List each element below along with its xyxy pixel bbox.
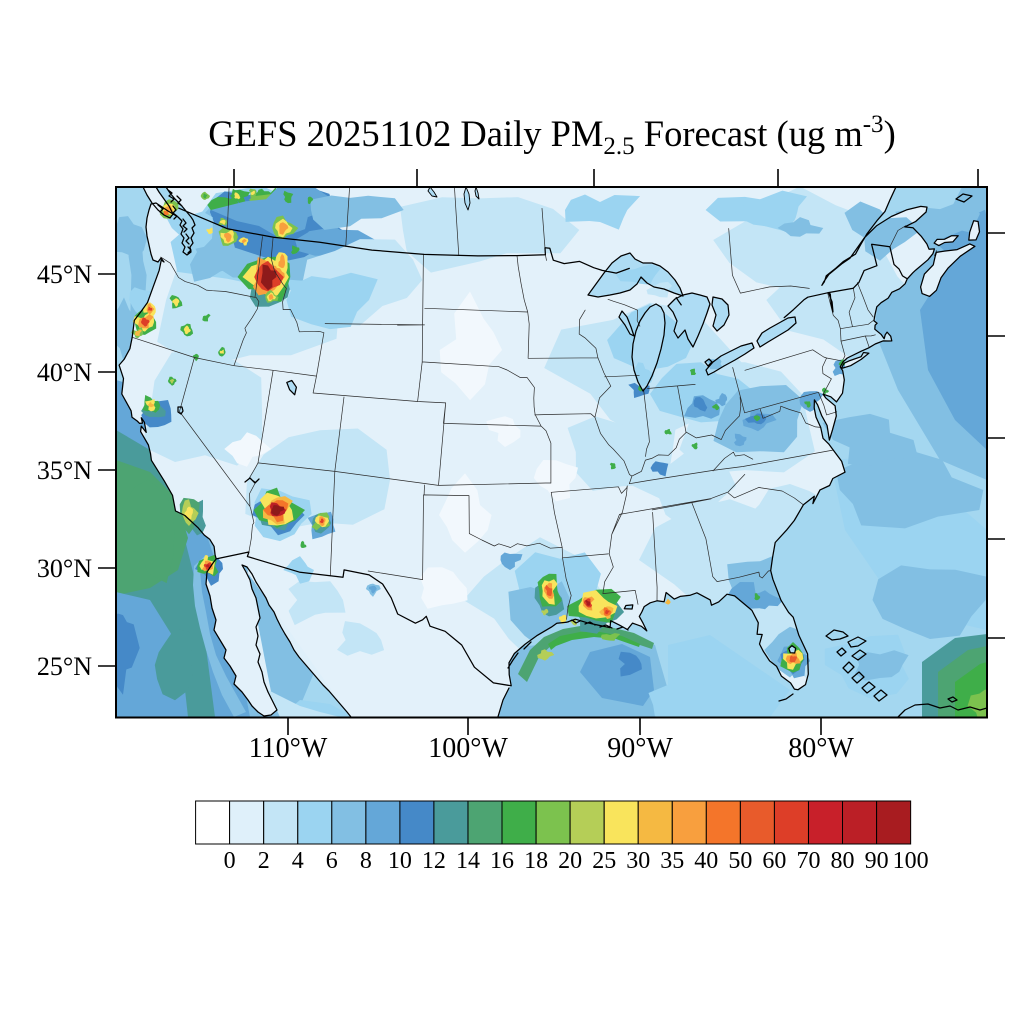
svg-text:12: 12 — [422, 848, 446, 874]
svg-text:90: 90 — [865, 848, 889, 874]
svg-text:30: 30 — [626, 848, 650, 874]
svg-text:50: 50 — [728, 848, 752, 874]
svg-text:18: 18 — [524, 848, 548, 874]
svg-text:2: 2 — [258, 848, 270, 874]
svg-text:6: 6 — [326, 848, 338, 874]
svg-text:20: 20 — [558, 848, 582, 874]
svg-text:GEFS 20251102 Daily PM2.5 Fore: GEFS 20251102 Daily PM2.5 Forecast (ug m… — [208, 111, 895, 160]
svg-text:25°N: 25°N — [37, 652, 92, 681]
svg-text:60: 60 — [762, 848, 786, 874]
svg-text:80: 80 — [831, 848, 855, 874]
svg-text:100°W: 100°W — [428, 733, 508, 764]
svg-text:8: 8 — [360, 848, 372, 874]
svg-text:0: 0 — [224, 848, 236, 874]
svg-text:10: 10 — [388, 848, 412, 874]
svg-text:30°N: 30°N — [37, 554, 92, 583]
svg-text:45°N: 45°N — [37, 260, 92, 289]
svg-text:90°W: 90°W — [607, 733, 673, 764]
svg-text:35: 35 — [660, 848, 684, 874]
svg-text:40: 40 — [694, 848, 718, 874]
svg-text:35°N: 35°N — [37, 456, 92, 485]
svg-text:14: 14 — [456, 848, 480, 874]
svg-text:16: 16 — [490, 848, 514, 874]
svg-text:80°W: 80°W — [788, 733, 854, 764]
svg-text:25: 25 — [592, 848, 616, 874]
svg-text:100: 100 — [893, 848, 929, 874]
svg-text:40°N: 40°N — [37, 358, 92, 387]
svg-text:4: 4 — [292, 848, 304, 874]
svg-text:70: 70 — [797, 848, 821, 874]
svg-text:110°W: 110°W — [249, 733, 328, 764]
